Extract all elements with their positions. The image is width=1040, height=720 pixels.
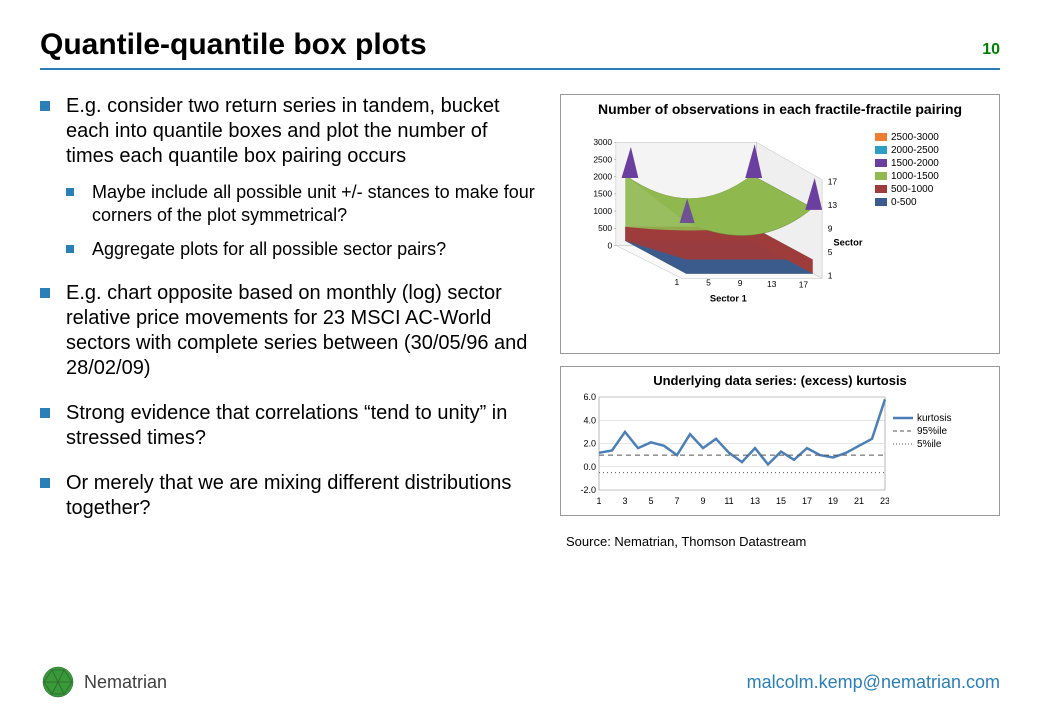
svg-text:23: 23 (880, 496, 889, 506)
line-chart-canvas: -2.00.02.04.06.01357911131517192123 (569, 393, 889, 508)
legend-item: 5%ile (893, 439, 951, 450)
slide-header: Quantile-quantile box plots 10 (40, 28, 1000, 62)
sub-bullet-item: Maybe include all possible unit +/- stan… (66, 181, 540, 226)
svg-text:17: 17 (799, 279, 809, 289)
svg-text:4.0: 4.0 (583, 415, 596, 425)
slide-title: Quantile-quantile box plots (40, 28, 427, 62)
footer-email: malcolm.kemp@nematrian.com (747, 672, 1000, 693)
svg-text:13: 13 (767, 279, 777, 289)
line-chart-title: Underlying data series: (excess) kurtosi… (569, 373, 991, 389)
svg-text:6.0: 6.0 (583, 393, 596, 402)
surface-chart-canvas: 0 500 1000 1500 2000 2500 3000 1 5 9 13 17 1 5 9 13 17 Se… (569, 122, 869, 322)
svg-text:1500: 1500 (593, 188, 612, 198)
svg-text:2500: 2500 (593, 154, 612, 164)
svg-text:2000: 2000 (593, 171, 612, 181)
legend-item: 500-1000 (875, 184, 939, 195)
svg-text:0.0: 0.0 (583, 461, 596, 471)
surface-chart: Number of observations in each fractile-… (560, 94, 1000, 354)
legend-item: kurtosis (893, 413, 951, 424)
svg-text:9: 9 (828, 223, 833, 233)
svg-text:3: 3 (622, 496, 627, 506)
legend-item: 2000-2500 (875, 145, 939, 156)
bullet-item: Or merely that we are mixing different d… (40, 471, 540, 521)
legend-item: 1000-1500 (875, 171, 939, 182)
svg-text:13: 13 (750, 496, 760, 506)
page-number: 10 (982, 41, 1000, 59)
svg-text:13: 13 (828, 200, 838, 210)
svg-text:500: 500 (598, 223, 612, 233)
bullet-item: Strong evidence that correlations “tend … (40, 401, 540, 451)
svg-text:21: 21 (854, 496, 864, 506)
line-chart: Underlying data series: (excess) kurtosi… (560, 366, 1000, 516)
svg-text:15: 15 (776, 496, 786, 506)
svg-text:17: 17 (802, 496, 812, 506)
svg-text:5: 5 (828, 247, 833, 257)
svg-text:1000: 1000 (593, 206, 612, 216)
brand-logo-icon (40, 664, 76, 700)
surface-chart-title: Number of observations in each fractile-… (569, 101, 991, 118)
svg-text:11: 11 (724, 496, 733, 506)
line-chart-legend: kurtosis 95%ile 5%ile (893, 393, 951, 508)
bullet-item: E.g. chart opposite based on monthly (lo… (40, 281, 540, 381)
brand: Nematrian (40, 664, 167, 700)
svg-text:9: 9 (700, 496, 705, 506)
svg-text:9: 9 (738, 278, 743, 288)
svg-text:7: 7 (674, 496, 679, 506)
svg-text:1: 1 (674, 277, 679, 287)
svg-text:19: 19 (828, 496, 838, 506)
svg-text:17: 17 (828, 176, 838, 186)
legend-item: 0-500 (875, 197, 939, 208)
slide-footer: Nematrian malcolm.kemp@nematrian.com (40, 664, 1000, 700)
legend-item: 1500-2000 (875, 158, 939, 169)
surface-chart-legend: 2500-3000 2000-2500 1500-2000 1000-1500 500-… (875, 122, 939, 322)
chart-source: Source: Nematrian, Thomson Datastream (566, 534, 1000, 549)
svg-text:Sector 1: Sector 1 (710, 293, 747, 303)
bullet-item: E.g. consider two return series in tande… (40, 94, 540, 261)
svg-text:-2.0: -2.0 (580, 485, 596, 495)
legend-item: 95%ile (893, 426, 951, 437)
bullet-column: E.g. consider two return series in tande… (40, 94, 540, 656)
svg-text:1: 1 (596, 496, 601, 506)
chart-column: Number of observations in each fractile-… (560, 94, 1000, 656)
svg-text:1: 1 (828, 270, 833, 280)
svg-text:5: 5 (706, 277, 711, 287)
svg-text:2.0: 2.0 (583, 438, 596, 448)
svg-text:5: 5 (648, 496, 653, 506)
header-rule (40, 68, 1000, 70)
svg-text:Sector: Sector (833, 237, 862, 247)
legend-item: 2500-3000 (875, 132, 939, 143)
svg-text:3000: 3000 (593, 137, 612, 147)
brand-name: Nematrian (84, 672, 167, 693)
sub-bullet-item: Aggregate plots for all possible sector … (66, 238, 540, 261)
svg-text:0: 0 (607, 240, 612, 250)
